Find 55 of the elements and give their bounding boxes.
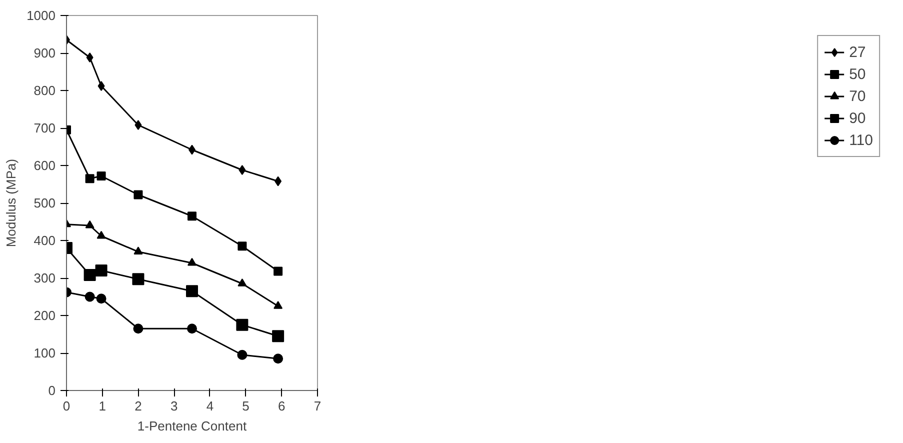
- y-tick-label: 400: [34, 233, 56, 248]
- x-axis-title: 1-Pentene Content: [137, 418, 247, 434]
- y-tick-label: 300: [34, 270, 56, 286]
- legend-label: 27: [849, 44, 867, 60]
- point: [238, 278, 247, 286]
- y-tick-label: 700: [34, 120, 56, 136]
- point: [85, 174, 94, 184]
- point: [84, 269, 96, 281]
- y-tick-label: 600: [34, 158, 56, 173]
- point: [96, 294, 106, 304]
- point: [274, 266, 283, 276]
- x-tick-label: 7: [314, 398, 322, 414]
- point: [272, 330, 284, 342]
- legend-label: 70: [849, 88, 867, 104]
- point: [236, 318, 248, 331]
- x-tick-label: 4: [206, 398, 214, 414]
- point: [238, 165, 246, 175]
- point: [96, 230, 106, 239]
- x-tick-label: 6: [278, 398, 286, 414]
- point: [134, 246, 143, 255]
- x-tick-label: 5: [242, 398, 250, 414]
- legend-label: 90: [849, 110, 867, 126]
- point: [95, 264, 108, 276]
- y-axis-title: Modulus (MPa): [4, 158, 19, 248]
- point: [237, 350, 248, 360]
- y-tick-label: 800: [34, 83, 56, 98]
- point: [238, 242, 247, 251]
- point: [96, 172, 106, 180]
- x-tick-label: 1: [98, 398, 106, 414]
- point: [188, 258, 196, 266]
- point: [274, 301, 283, 309]
- y-tick-label: 900: [34, 46, 56, 60]
- legend-label: 50: [849, 66, 867, 82]
- point: [274, 176, 282, 186]
- point: [273, 354, 284, 364]
- x-tick-label: 2: [134, 398, 142, 414]
- point: [85, 220, 94, 228]
- legend-label: 110: [849, 132, 873, 148]
- point: [134, 120, 142, 130]
- y-tick-label: 100: [34, 346, 56, 360]
- y-tick-label: 0: [48, 383, 56, 398]
- y-tick-label: 500: [34, 196, 56, 210]
- point: [98, 81, 105, 91]
- point: [134, 190, 143, 200]
- point: [187, 324, 197, 334]
- point: [84, 292, 95, 302]
- point: [188, 212, 196, 221]
- x-tick-label: 3: [170, 398, 178, 414]
- y-tick-label: 1000: [26, 8, 56, 23]
- point: [132, 273, 144, 286]
- point: [186, 285, 198, 298]
- y-tick-label: 200: [34, 308, 56, 323]
- point: [86, 52, 94, 62]
- x-tick-label: 0: [62, 398, 70, 414]
- point: [133, 324, 144, 334]
